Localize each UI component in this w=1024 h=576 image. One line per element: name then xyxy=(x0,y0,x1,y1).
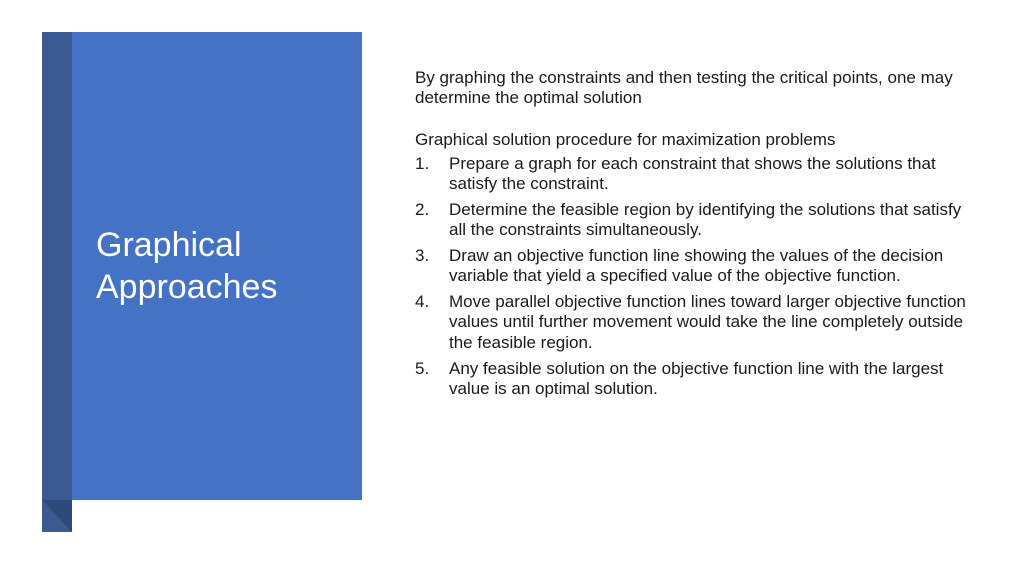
list-item: Move parallel objective function lines t… xyxy=(415,292,975,352)
title-panel: Graphical Approaches xyxy=(72,32,362,500)
ribbon-fold-triangle xyxy=(42,500,72,532)
slide-title: Graphical Approaches xyxy=(96,224,342,309)
subheading-text: Graphical solution procedure for maximiz… xyxy=(415,130,975,150)
list-item: Prepare a graph for each constraint that… xyxy=(415,154,975,194)
content-area: By graphing the constraints and then tes… xyxy=(415,68,975,405)
intro-text: By graphing the constraints and then tes… xyxy=(415,68,975,108)
list-item: Draw an objective function line showing … xyxy=(415,246,975,286)
steps-list: Prepare a graph for each constraint that… xyxy=(415,154,975,399)
list-item: Any feasible solution on the objective f… xyxy=(415,359,975,399)
list-item: Determine the feasible region by identif… xyxy=(415,200,975,240)
ribbon-back-strip xyxy=(42,32,72,532)
